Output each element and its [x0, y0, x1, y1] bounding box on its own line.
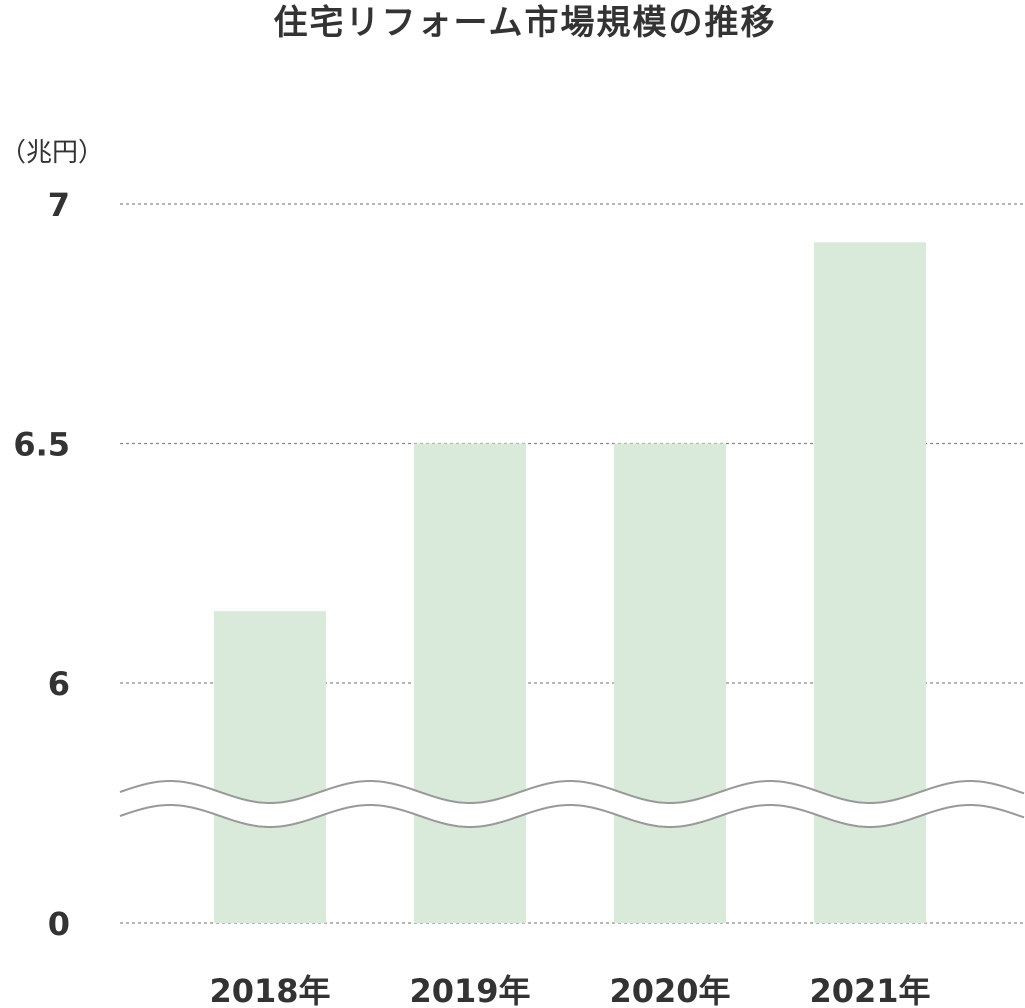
- bar: [414, 443, 526, 923]
- axis-break-band: [120, 781, 1025, 827]
- bar: [214, 611, 326, 923]
- x-tick-label: 2020年: [609, 972, 730, 1008]
- axis-break-line: [119, 779, 1025, 805]
- y-axis-ticks: 066.57: [13, 186, 70, 943]
- y-axis-unit-label: （兆円）: [0, 138, 104, 168]
- y-tick-label: 6.5: [13, 426, 70, 464]
- bars: [214, 242, 926, 923]
- x-tick-label: 2018年: [209, 972, 330, 1008]
- x-axis-ticks: 2018年 2019年 2020年 2021年: [209, 972, 930, 1008]
- axis-break: [119, 779, 1025, 829]
- bar: [614, 443, 726, 923]
- chart-title: 住宅リフォーム市場規模の推移: [274, 3, 777, 43]
- axis-break-line: [119, 803, 1025, 829]
- x-tick-label: 2021年: [809, 972, 930, 1008]
- y-tick-label: 0: [48, 905, 70, 943]
- x-tick-label: 2019年: [409, 972, 530, 1008]
- y-tick-label: 6: [48, 665, 70, 703]
- y-tick-label: 7: [48, 186, 70, 224]
